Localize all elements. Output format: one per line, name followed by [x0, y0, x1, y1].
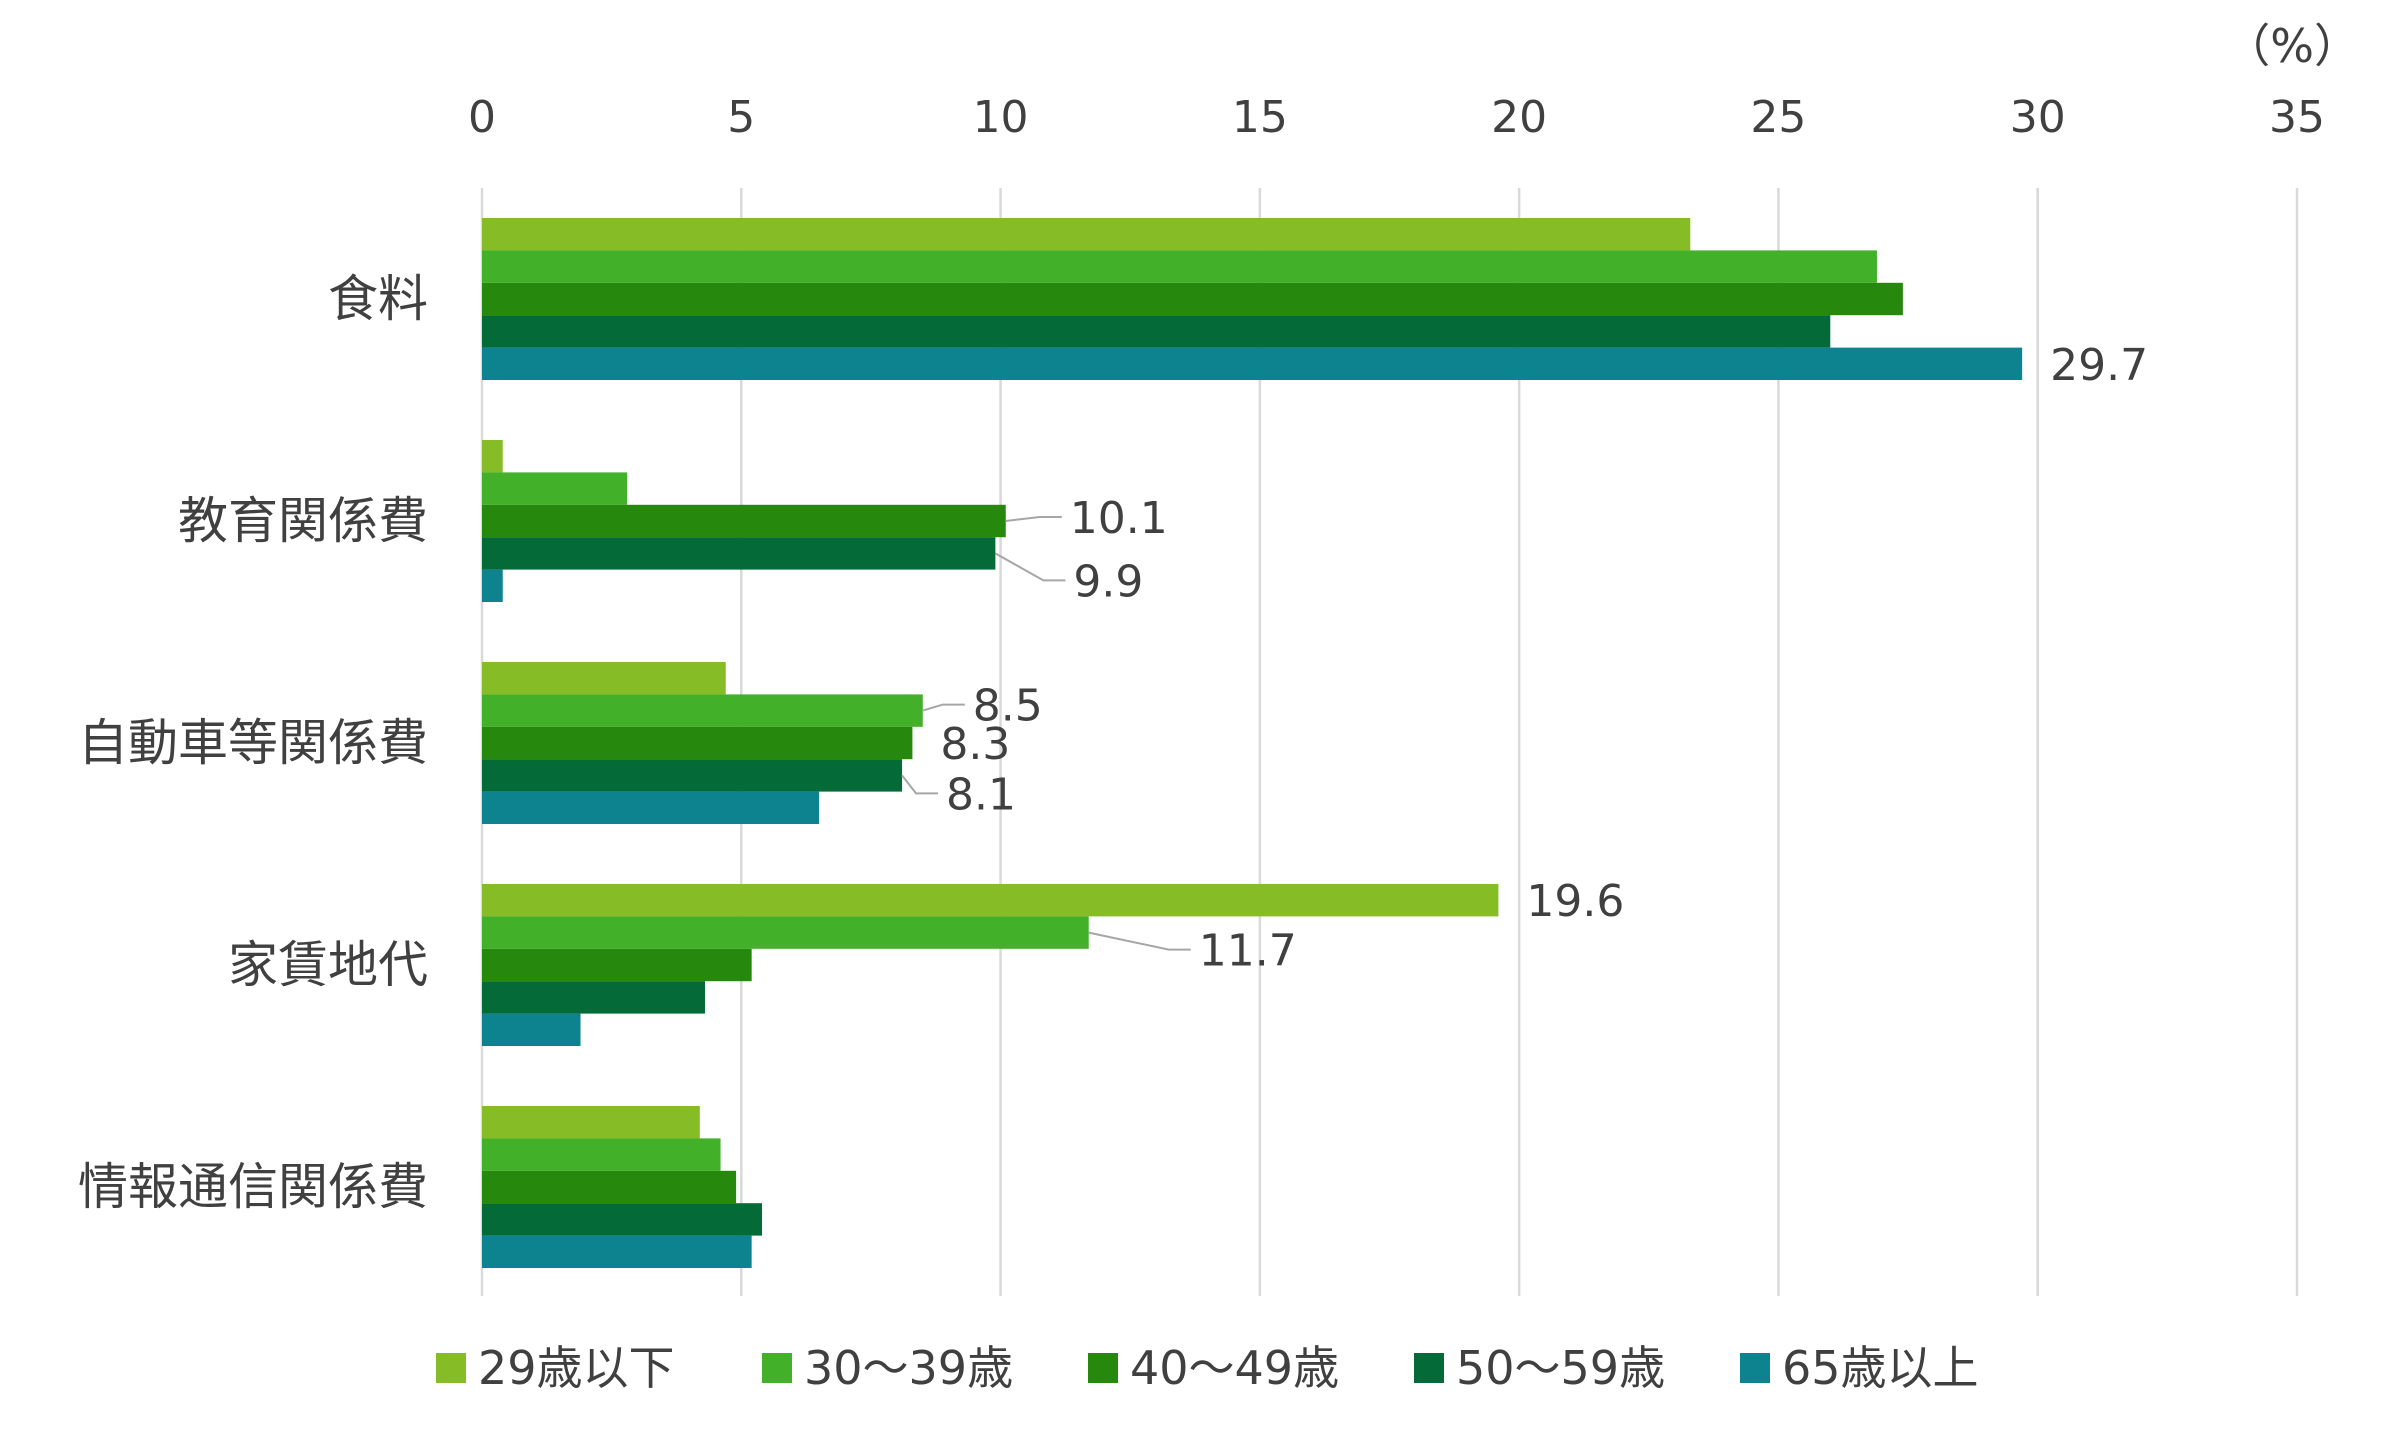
- bar: [482, 726, 913, 760]
- bar: [482, 791, 820, 824]
- x-tick-label: 10: [973, 92, 1029, 143]
- bar: [482, 759, 903, 792]
- bar: [482, 569, 503, 602]
- data-label: 11.7: [1199, 926, 1297, 977]
- legend-swatch: [1088, 1353, 1118, 1383]
- data-label: 19.6: [1526, 876, 1624, 927]
- x-tick-label: 35: [2269, 92, 2325, 143]
- bar: [482, 282, 1903, 316]
- data-labels: 29.7 10.1 9.9 8.58.38.1 19.6 11.7: [901, 340, 2148, 977]
- bar: [482, 1170, 737, 1204]
- data-label: 8.3: [940, 719, 1010, 770]
- category-label: 教育関係費: [178, 492, 428, 550]
- bar: [482, 694, 923, 727]
- legend-swatch: [1740, 1353, 1770, 1383]
- x-tick-label: 30: [2010, 92, 2066, 143]
- legend-swatch: [762, 1353, 792, 1383]
- x-tick-label: 20: [1491, 92, 1547, 143]
- bar: [482, 1106, 700, 1139]
- bar: [482, 218, 1691, 251]
- legend-label: 30～39歳: [804, 1341, 1013, 1395]
- bar: [482, 884, 1499, 917]
- bar: [482, 662, 726, 695]
- legend: 29歳以下 30～39歳 40～49歳 50～59歳 65歳以上: [436, 1341, 1979, 1395]
- data-label-leader-line: [922, 703, 965, 712]
- data-label: 8.5: [973, 681, 1043, 732]
- data-label-leader-line: [1088, 931, 1191, 951]
- x-tick-label: 25: [1750, 92, 1806, 143]
- data-label-leader-line: [901, 774, 939, 795]
- legend-label: 40～49歳: [1130, 1341, 1339, 1395]
- data-label-leader-line: [994, 552, 1066, 582]
- bar: [482, 1203, 763, 1236]
- bars: [482, 218, 2023, 1268]
- legend-swatch: [1414, 1353, 1444, 1383]
- data-label: 10.1: [1070, 493, 1168, 544]
- bar: [482, 1013, 581, 1046]
- category-label: 自動車等関係費: [78, 714, 428, 772]
- data-label-leader-line: [1005, 516, 1062, 522]
- bar: [482, 916, 1089, 949]
- unit-label: （%）: [2224, 19, 2360, 73]
- x-axis-ticks: 0 5 10 15 20 25 30 35: [468, 92, 2325, 143]
- x-tick-label: 5: [727, 92, 755, 143]
- category-label: 食料: [328, 270, 428, 328]
- x-tick-label: 15: [1232, 92, 1288, 143]
- bar: [482, 472, 628, 505]
- data-label: 8.1: [946, 769, 1016, 820]
- bar: [482, 250, 1877, 283]
- legend-label: 65歳以上: [1782, 1341, 1979, 1395]
- legend-label: 50～59歳: [1456, 1341, 1665, 1395]
- bar: [482, 504, 1006, 538]
- bar: [482, 537, 996, 570]
- bar: [482, 948, 752, 982]
- bar: [482, 347, 2023, 380]
- bar: [482, 1235, 752, 1268]
- bar: [482, 315, 1831, 348]
- category-label: 情報通信関係費: [78, 1158, 428, 1216]
- bar: [482, 1138, 721, 1171]
- legend-label: 29歳以下: [478, 1341, 675, 1395]
- bar: [482, 440, 503, 473]
- data-label: 9.9: [1073, 556, 1143, 607]
- bar: [482, 981, 705, 1014]
- category-label: 家賃地代: [228, 936, 428, 994]
- legend-swatch: [436, 1353, 466, 1383]
- data-label: 29.7: [2050, 340, 2148, 391]
- x-tick-label: 0: [468, 92, 496, 143]
